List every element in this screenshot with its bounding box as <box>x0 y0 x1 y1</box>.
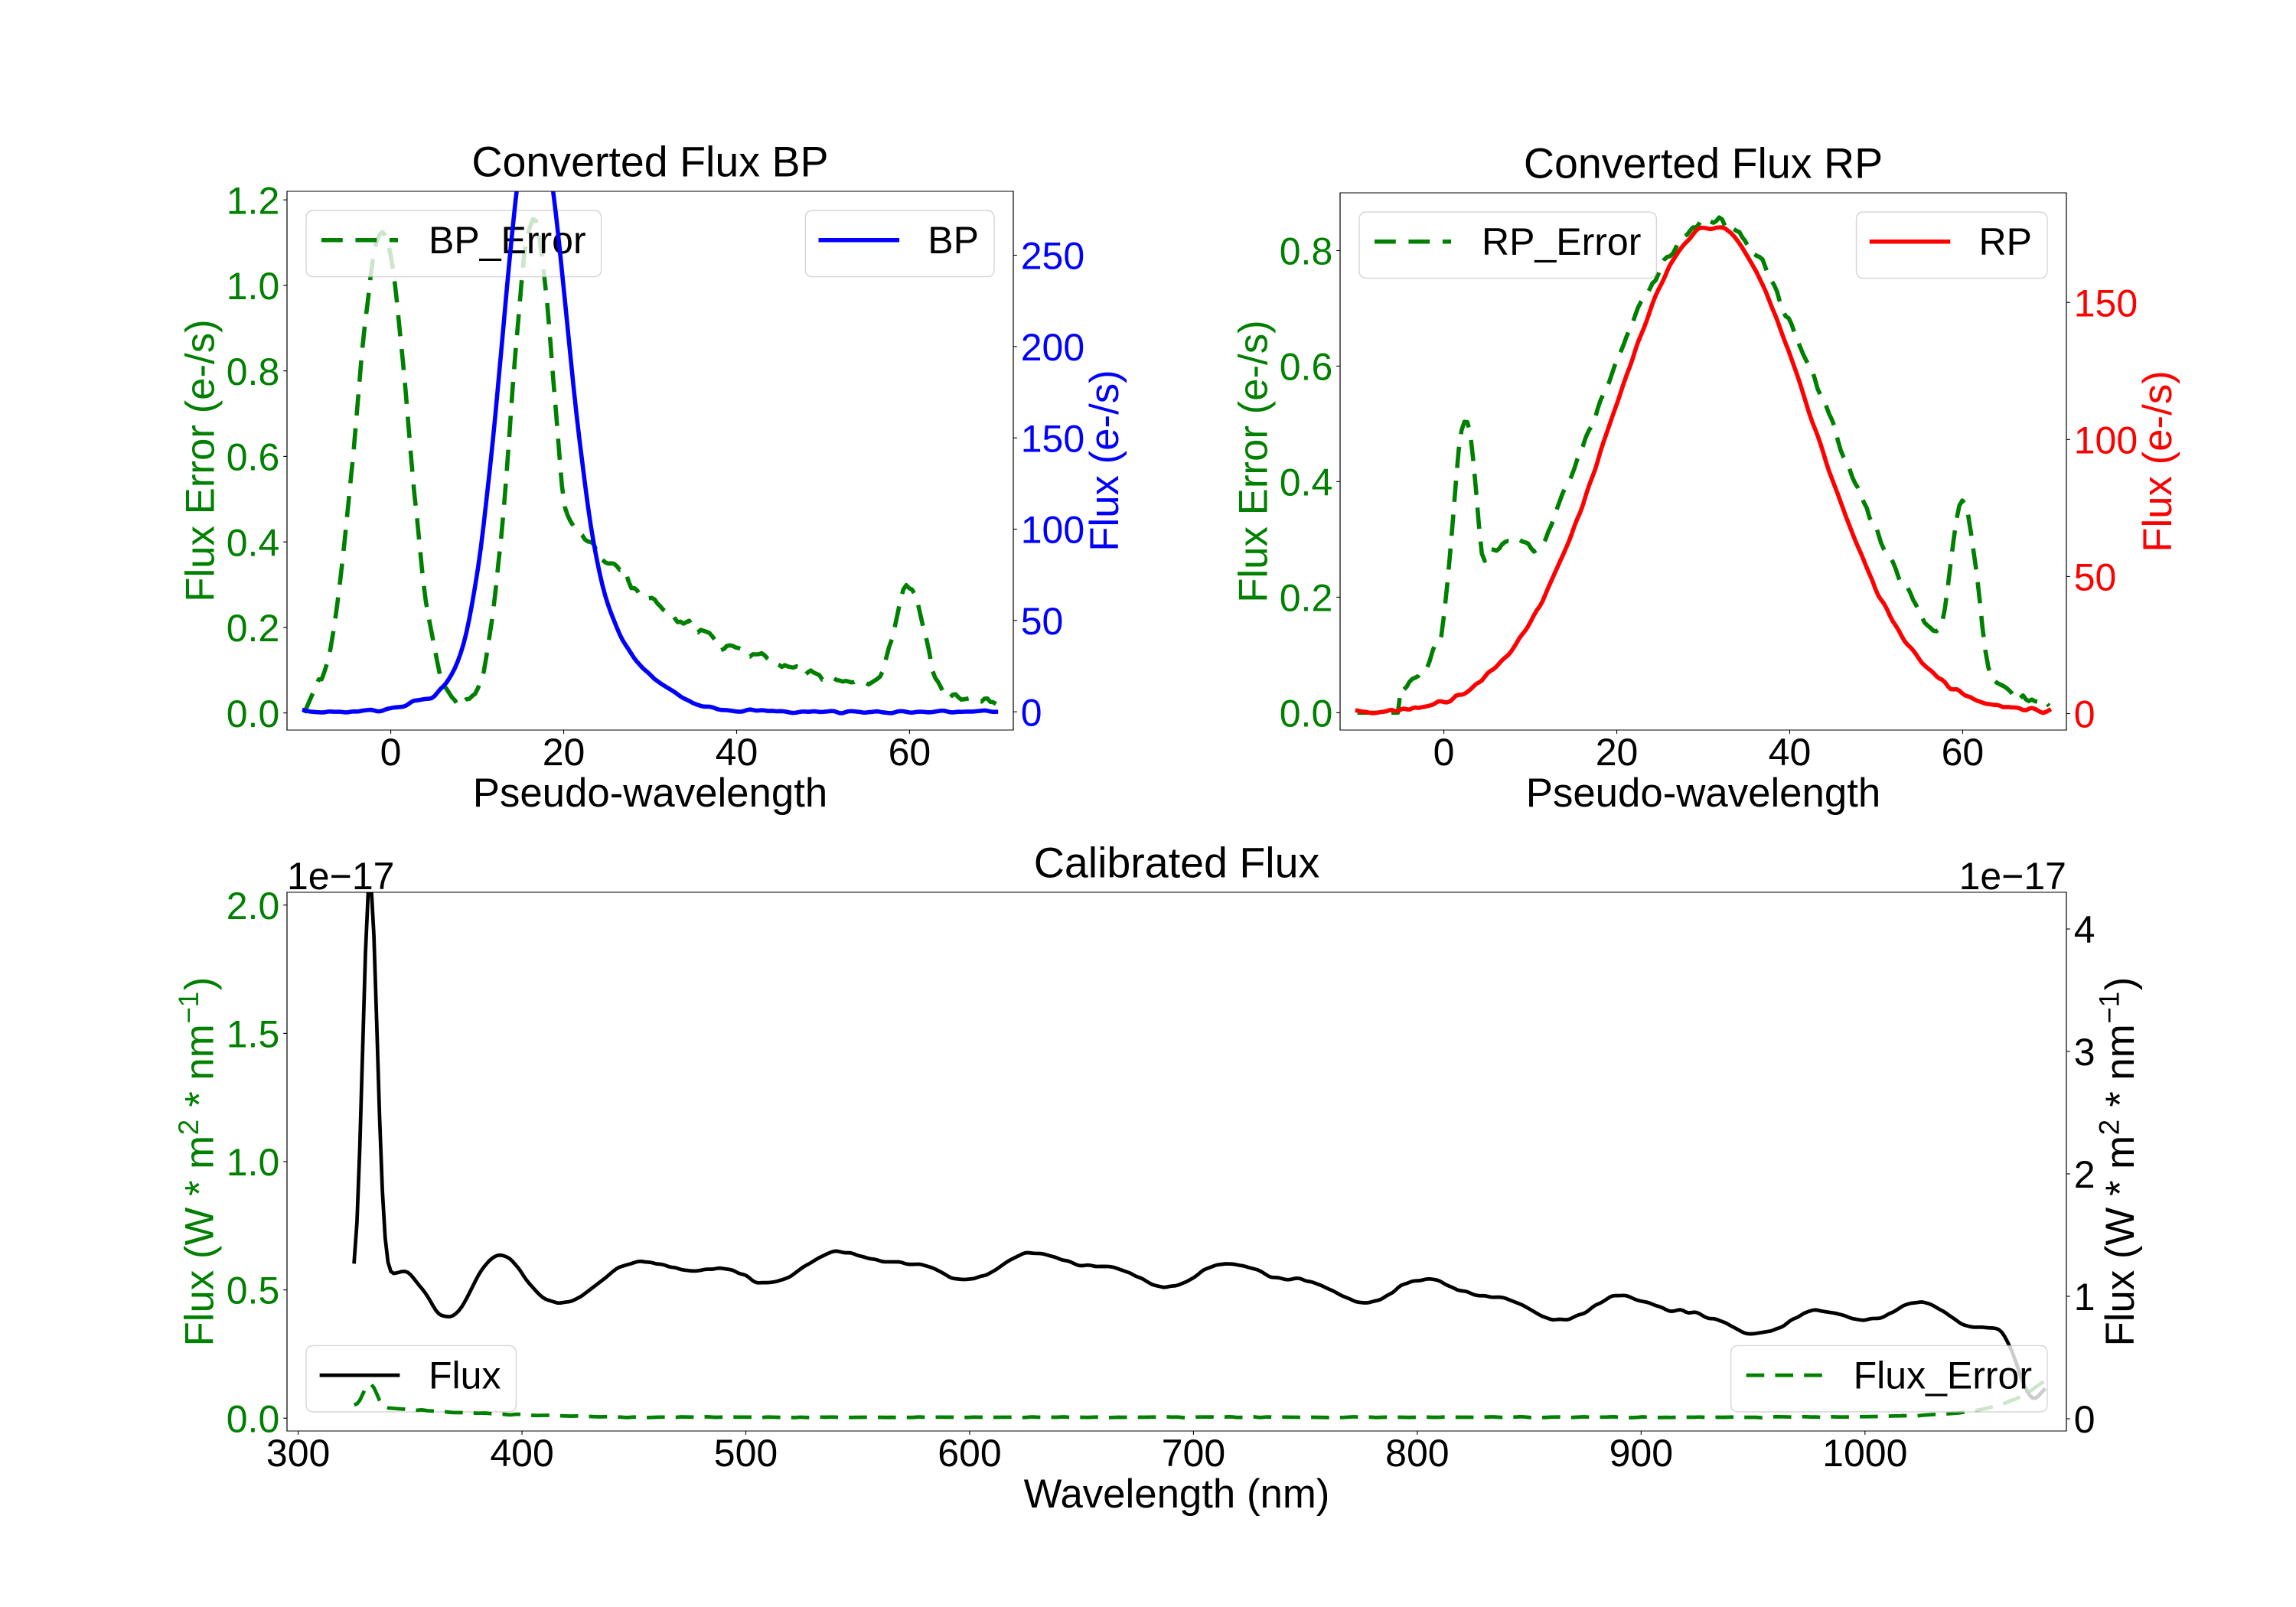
svg-text:50: 50 <box>1021 600 1064 643</box>
svg-text:150: 150 <box>1021 417 1084 460</box>
svg-text:RP: RP <box>1979 220 2032 263</box>
svg-text:0: 0 <box>380 731 402 774</box>
svg-text:Wavelength (nm): Wavelength (nm) <box>1024 1472 1330 1517</box>
svg-text:3: 3 <box>2074 1031 2095 1074</box>
svg-text:800: 800 <box>1385 1432 1449 1475</box>
svg-text:1.0: 1.0 <box>227 1141 280 1184</box>
svg-text:Flux Error (e-/s): Flux Error (e-/s) <box>178 319 223 601</box>
svg-text:900: 900 <box>1609 1432 1673 1475</box>
svg-text:200: 200 <box>1021 326 1084 369</box>
svg-text:0.4: 0.4 <box>1280 461 1333 504</box>
svg-text:1: 1 <box>2074 1276 2095 1319</box>
svg-text:1000: 1000 <box>1822 1432 1907 1475</box>
svg-text:40: 40 <box>716 731 758 774</box>
svg-text:Flux (e-/s): Flux (e-/s) <box>2135 370 2180 552</box>
svg-text:Converted Flux BP: Converted Flux BP <box>471 139 828 186</box>
svg-text:0.0: 0.0 <box>227 693 280 735</box>
svg-text:0: 0 <box>1021 691 1042 734</box>
svg-text:0.2: 0.2 <box>1280 577 1333 620</box>
svg-text:20: 20 <box>1596 731 1639 774</box>
svg-text:250: 250 <box>1021 235 1084 278</box>
svg-text:0: 0 <box>1433 731 1455 774</box>
svg-text:4: 4 <box>2074 908 2095 951</box>
svg-text:0.8: 0.8 <box>227 350 280 393</box>
svg-text:1e−17: 1e−17 <box>1959 855 2066 898</box>
svg-text:400: 400 <box>490 1432 553 1475</box>
svg-text:0.2: 0.2 <box>227 607 280 650</box>
svg-text:600: 600 <box>938 1432 1001 1475</box>
svg-text:100: 100 <box>1021 509 1084 552</box>
svg-text:20: 20 <box>543 731 585 774</box>
svg-text:0.4: 0.4 <box>227 521 280 564</box>
svg-text:BP: BP <box>928 219 979 262</box>
svg-text:1.2: 1.2 <box>227 179 280 222</box>
svg-text:500: 500 <box>714 1432 778 1475</box>
svg-text:Flux: Flux <box>429 1354 501 1397</box>
svg-text:0.8: 0.8 <box>1280 230 1333 273</box>
svg-text:60: 60 <box>1942 731 1985 774</box>
svg-text:1.0: 1.0 <box>227 265 280 308</box>
svg-text:0.0: 0.0 <box>1280 692 1333 735</box>
svg-text:F l u x: F l u x ( W * m * n m ) 2 − 1 <box>2093 972 2143 1346</box>
svg-text:Flux (e-/s): Flux (e-/s) <box>1082 370 1127 551</box>
svg-text:Pseudo-wavelength: Pseudo-wavelength <box>1526 771 1880 816</box>
svg-text:150: 150 <box>2074 282 2138 324</box>
svg-text:Calibrated Flux: Calibrated Flux <box>1034 839 1320 887</box>
svg-text:700: 700 <box>1162 1432 1225 1475</box>
svg-text:Flux Error (e-/s): Flux Error (e-/s) <box>1231 320 1276 602</box>
svg-text:0.0: 0.0 <box>227 1397 280 1440</box>
svg-text:0.6: 0.6 <box>227 436 280 479</box>
svg-text:2: 2 <box>2074 1153 2095 1196</box>
svg-text:1.5: 1.5 <box>227 1012 280 1055</box>
svg-text:0.5: 0.5 <box>227 1270 280 1312</box>
svg-text:0: 0 <box>2074 693 2095 736</box>
svg-text:RP_Error: RP_Error <box>1482 220 1641 263</box>
svg-text:0.6: 0.6 <box>1280 346 1333 389</box>
svg-text:Converted Flux RP: Converted Flux RP <box>1524 140 1883 187</box>
svg-text:100: 100 <box>2074 419 2138 461</box>
svg-text:60: 60 <box>889 731 931 774</box>
svg-text:1e−17: 1e−17 <box>287 855 394 898</box>
svg-text:Pseudo-wavelength: Pseudo-wavelength <box>473 771 827 816</box>
svg-text:F l u x: F l u x ( W * m * n m ) 2 − 1 <box>173 972 223 1346</box>
svg-text:2.0: 2.0 <box>227 885 280 927</box>
svg-text:Flux_Error: Flux_Error <box>1854 1354 2032 1397</box>
svg-text:40: 40 <box>1769 731 1812 774</box>
svg-text:0: 0 <box>2074 1398 2095 1441</box>
svg-text:50: 50 <box>2074 556 2117 599</box>
